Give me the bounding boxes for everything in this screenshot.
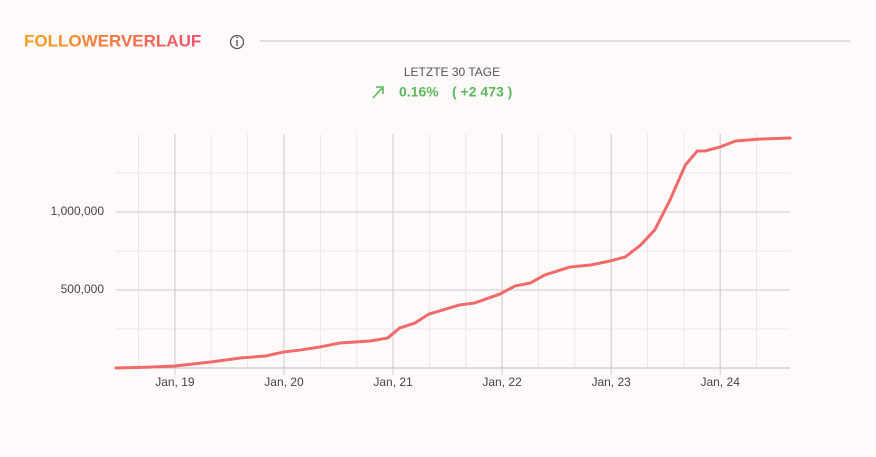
info-icon[interactable] <box>229 34 245 50</box>
section-title: FOLLOWERVERLAUF <box>24 31 201 50</box>
x-tick-label: Jan, 21 <box>373 375 413 389</box>
x-tick-label: Jan, 24 <box>701 375 741 389</box>
change-percent: 0.16% <box>399 84 439 100</box>
y-tick-label: 1,000,000 <box>51 204 105 218</box>
x-tick-label: Jan, 23 <box>591 375 631 389</box>
trend-arrow <box>372 86 384 99</box>
x-tick-label: Jan, 20 <box>264 375 304 389</box>
x-tick-label: Jan, 19 <box>155 375 195 389</box>
y-tick-label: 500,000 <box>61 282 105 296</box>
x-tick-label: Jan, 22 <box>482 375 522 389</box>
change-absolute: ( +2 473 ) <box>452 84 512 100</box>
period-label: LETZTE 30 TAGE <box>404 65 500 79</box>
series-line <box>114 136 792 370</box>
